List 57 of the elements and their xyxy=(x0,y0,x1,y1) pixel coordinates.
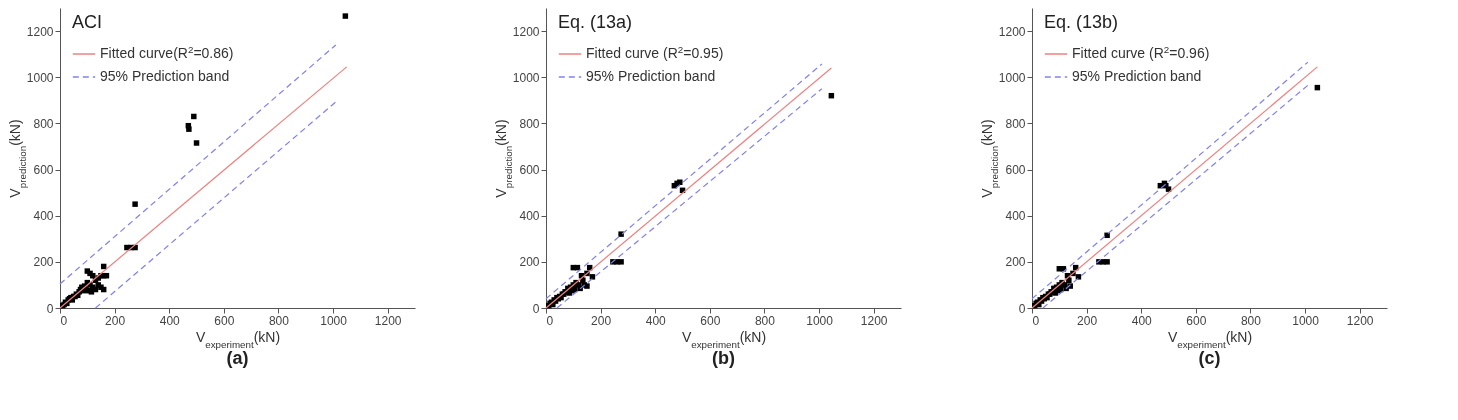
y-tick-label: 600 xyxy=(519,163,540,178)
x-tick-label: 600 xyxy=(700,313,721,328)
x-tick-label: 800 xyxy=(1240,313,1262,328)
text: (c) xyxy=(1198,348,1221,368)
x-tick-label: 0 xyxy=(1032,313,1040,328)
chart-title: Eq. (13a) xyxy=(558,12,633,32)
y-tick-label: 400 xyxy=(519,209,540,224)
y-tick-label: 0 xyxy=(532,301,540,316)
chart-title: Eq. (13b) xyxy=(1044,12,1119,32)
x-tick-label: 1200 xyxy=(1346,313,1374,328)
x-tick-label: 1000 xyxy=(806,313,834,328)
legend-label: 95% Prediction band xyxy=(1072,68,1202,84)
x-tick-label: 1200 xyxy=(374,313,402,328)
x-tick-label: 800 xyxy=(268,313,290,328)
y-tick-label: 600 xyxy=(1005,163,1026,178)
y-tick-label: 1200 xyxy=(512,24,540,39)
y-tick-label: 200 xyxy=(33,255,54,270)
y-tick-label: 800 xyxy=(33,116,54,131)
y-tick-label: 800 xyxy=(1005,116,1026,131)
x-axis-title: V$_{experiment}$(kN) xyxy=(1167,328,1253,349)
x-tick-label: 200 xyxy=(105,313,126,328)
legend-label: Fitted curve(R$^{2}$=0.86) xyxy=(100,43,234,61)
legend-label: 95% Prediction band xyxy=(586,68,716,84)
y-tick-label: 0 xyxy=(46,301,54,316)
y-tick-label: 1000 xyxy=(998,70,1026,85)
y-tick-label: 1200 xyxy=(998,24,1026,39)
text: (b) xyxy=(712,348,735,368)
y-tick-label: 200 xyxy=(519,255,540,270)
x-tick-label: 600 xyxy=(1186,313,1207,328)
y-tick-label: 200 xyxy=(1005,255,1026,270)
x-tick-label: 1000 xyxy=(320,313,348,328)
text: (a) xyxy=(226,348,249,368)
x-axis-title: V$_{experiment}$(kN) xyxy=(681,328,767,349)
x-tick-label: 600 xyxy=(214,313,235,328)
x-tick-label: 800 xyxy=(754,313,776,328)
x-tick-label: 400 xyxy=(159,313,181,328)
y-tick-label: 400 xyxy=(33,209,54,224)
y-tick-label: 1000 xyxy=(512,70,540,85)
x-axis-title: V$_{experiment}$(kN) xyxy=(195,328,281,349)
x-tick-label: 1000 xyxy=(1292,313,1320,328)
chart-title: ACI xyxy=(72,12,103,32)
x-tick-label: 0 xyxy=(546,313,554,328)
legend-label: 95% Prediction band xyxy=(100,68,230,84)
y-tick-label: 800 xyxy=(519,116,540,131)
y-tick-label: 400 xyxy=(1005,209,1026,224)
x-tick-label: 1200 xyxy=(860,313,888,328)
x-tick-label: 400 xyxy=(1131,313,1153,328)
y-tick-label: 600 xyxy=(33,163,54,178)
legend-label: Fitted curve (R$^{2}$=0.96) xyxy=(1072,43,1210,61)
x-tick-label: 0 xyxy=(60,313,68,328)
x-tick-label: 400 xyxy=(645,313,667,328)
y-tick-label: 1000 xyxy=(26,70,54,85)
y-tick-label: 0 xyxy=(1018,301,1026,316)
x-tick-label: 200 xyxy=(591,313,612,328)
x-tick-label: 200 xyxy=(1077,313,1098,328)
legend-label: Fitted curve (R$^{2}$=0.95) xyxy=(586,43,724,61)
y-tick-label: 1200 xyxy=(26,24,54,39)
